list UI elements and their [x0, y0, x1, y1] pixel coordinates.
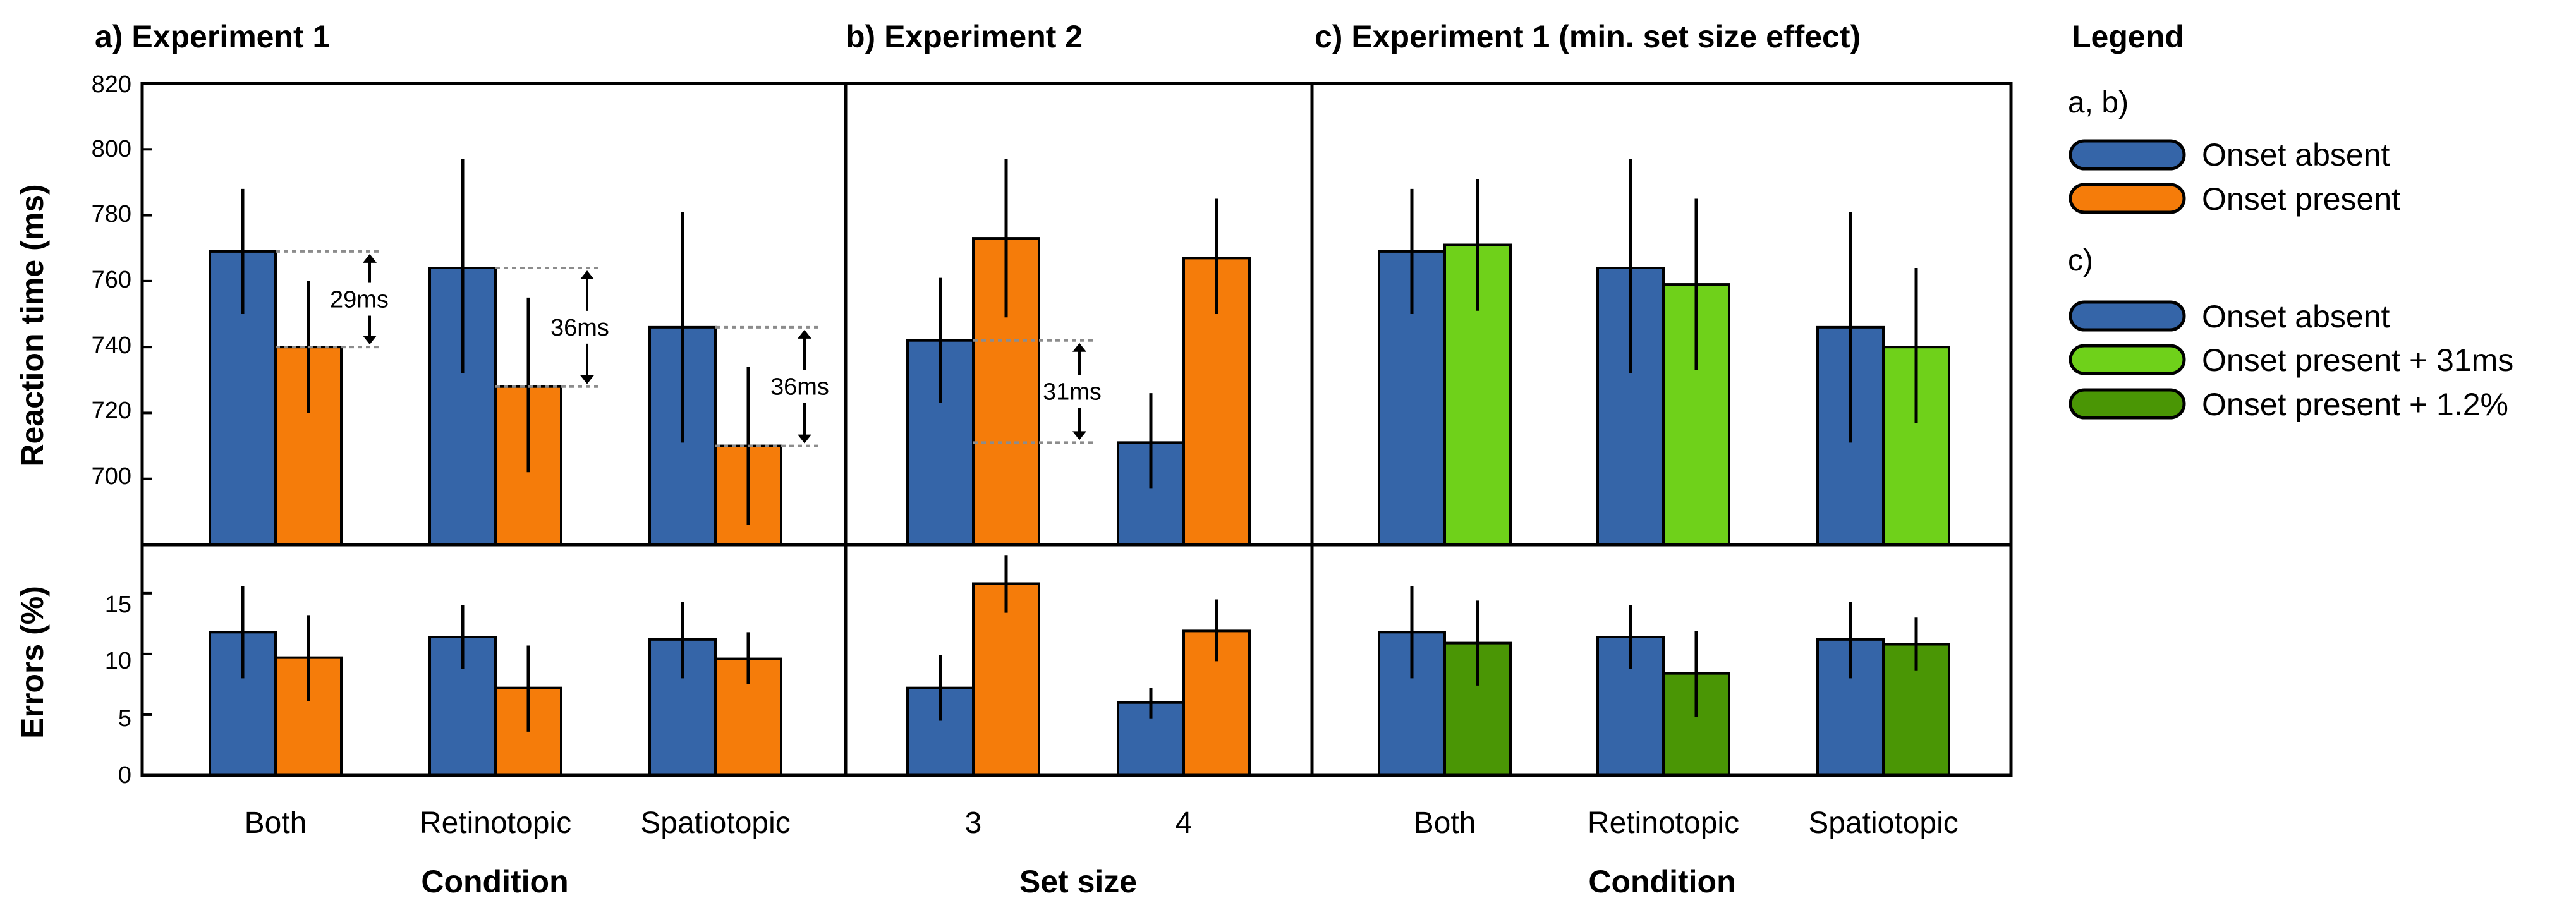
x-tick-label-4: 4 [1176, 806, 1193, 840]
plot-area: 29ms 36ms 36ms 31ms [209, 159, 1950, 777]
legend-swatch-onset-absent [2069, 139, 2186, 171]
rt-tick-labels: 820 800 780 760 740 720 700 [92, 71, 131, 490]
bar-b-err-onset-present [972, 582, 1040, 777]
x-tick-label-spatiotopic-a: Spatiotopic [640, 806, 791, 840]
difference-label-set-size: 31ms [1043, 379, 1102, 406]
difference-label-both: 29ms [330, 287, 389, 313]
x-tick-label-spatiotopic-c: Spatiotopic [1808, 806, 1959, 840]
x-tick-label-3: 3 [965, 806, 982, 840]
arrowhead-set-size [1072, 343, 1086, 352]
rt-tick-label: 780 [92, 201, 131, 228]
x-axis-label-b: Set size [1019, 864, 1137, 899]
panel-a-title: a) Experiment 1 [95, 19, 330, 54]
panel-b-title: b) Experiment 2 [846, 19, 1083, 54]
bar-b-rt-onset-absent [1117, 441, 1185, 546]
difference-label-retinotopic: 36ms [550, 315, 609, 341]
arrowhead-retinotopic [580, 375, 594, 384]
tick-marks [142, 82, 1885, 777]
arrowhead-retinotopic [580, 270, 594, 279]
legend-label-onset-present-31ms: Onset present + 31ms [2202, 343, 2513, 378]
arrowhead-both [363, 336, 377, 345]
legend-label-onset-present-12pct: Onset present + 1.2% [2202, 387, 2508, 422]
legend-swatch-onset-present-31ms [2069, 344, 2186, 375]
err-tick-labels: 15 10 5 0 [105, 592, 131, 789]
rt-tick-label: 820 [92, 71, 131, 98]
err-tick-label: 15 [105, 592, 131, 618]
x-axis-label-c: Condition [1588, 864, 1735, 899]
arrowhead-both [363, 253, 377, 263]
plot-frame [140, 82, 2013, 777]
legend-group-ab: a, b) [2068, 86, 2129, 119]
errors-axis-label: Errors (%) [15, 586, 50, 739]
legend-swatch-onset-absent-c [2069, 300, 2186, 332]
rt-tick-label: 760 [92, 267, 131, 293]
difference-label-spatiotopic: 36ms [770, 374, 829, 401]
arrowhead-set-size [1072, 431, 1086, 440]
arrowhead-spatiotopic [798, 434, 811, 444]
x-tick-label-both-c: Both [1414, 806, 1476, 840]
err-tick-label: 0 [118, 762, 131, 789]
err-tick-label: 10 [105, 648, 131, 674]
x-axis-label-a: Condition [421, 864, 568, 899]
legend-label-onset-absent-c: Onset absent [2202, 299, 2390, 334]
legend-group-c: c) [2068, 244, 2093, 277]
legend-swatch-onset-present [2069, 183, 2186, 214]
x-tick-label-both-a: Both [245, 806, 307, 840]
rt-tick-label: 800 [92, 136, 131, 162]
rt-tick-label: 720 [92, 397, 131, 424]
arrowhead-spatiotopic [798, 329, 811, 339]
bar-c-err-onset-present-1-2 [1662, 672, 1730, 777]
panel-c-title: c) Experiment 1 (min. set size effect) [1315, 19, 1861, 54]
legend-label-onset-absent: Onset absent [2202, 137, 2390, 173]
legend-label-onset-present: Onset present [2202, 181, 2400, 217]
legend: Legend a, b) Onset absent Onset present … [2068, 19, 2513, 422]
x-tick-label-retinotopic-c: Retinotopic [1588, 806, 1739, 840]
rt-tick-label: 740 [92, 332, 131, 359]
x-tick-label-retinotopic-a: Retinotopic [420, 806, 571, 840]
rt-axis-label: Reaction time (ms) [15, 184, 50, 466]
err-tick-label: 5 [118, 705, 131, 732]
legend-swatch-onset-present-12pct [2069, 388, 2186, 420]
axes-frame [140, 82, 2013, 777]
rt-tick-label: 700 [92, 463, 131, 490]
legend-title: Legend [2072, 19, 2184, 54]
